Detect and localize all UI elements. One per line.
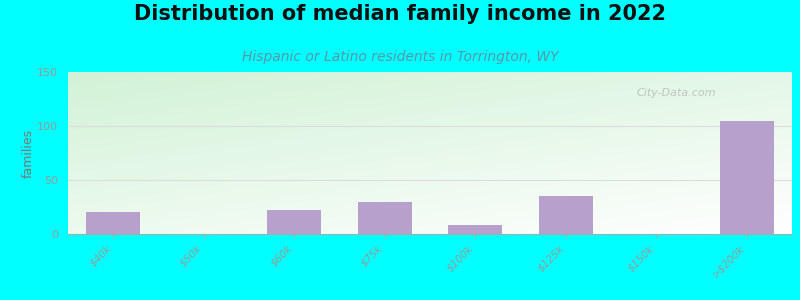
Bar [267, 210, 322, 234]
Text: Hispanic or Latino residents in Torrington, WY: Hispanic or Latino residents in Torringt… [242, 50, 558, 64]
Text: City-Data.com: City-Data.com [637, 88, 716, 98]
Bar [86, 212, 140, 234]
Bar [448, 225, 502, 234]
Text: Distribution of median family income in 2022: Distribution of median family income in … [134, 4, 666, 25]
Y-axis label: families: families [22, 128, 34, 178]
Bar [538, 196, 593, 234]
Bar [720, 121, 774, 234]
Bar [358, 202, 412, 234]
